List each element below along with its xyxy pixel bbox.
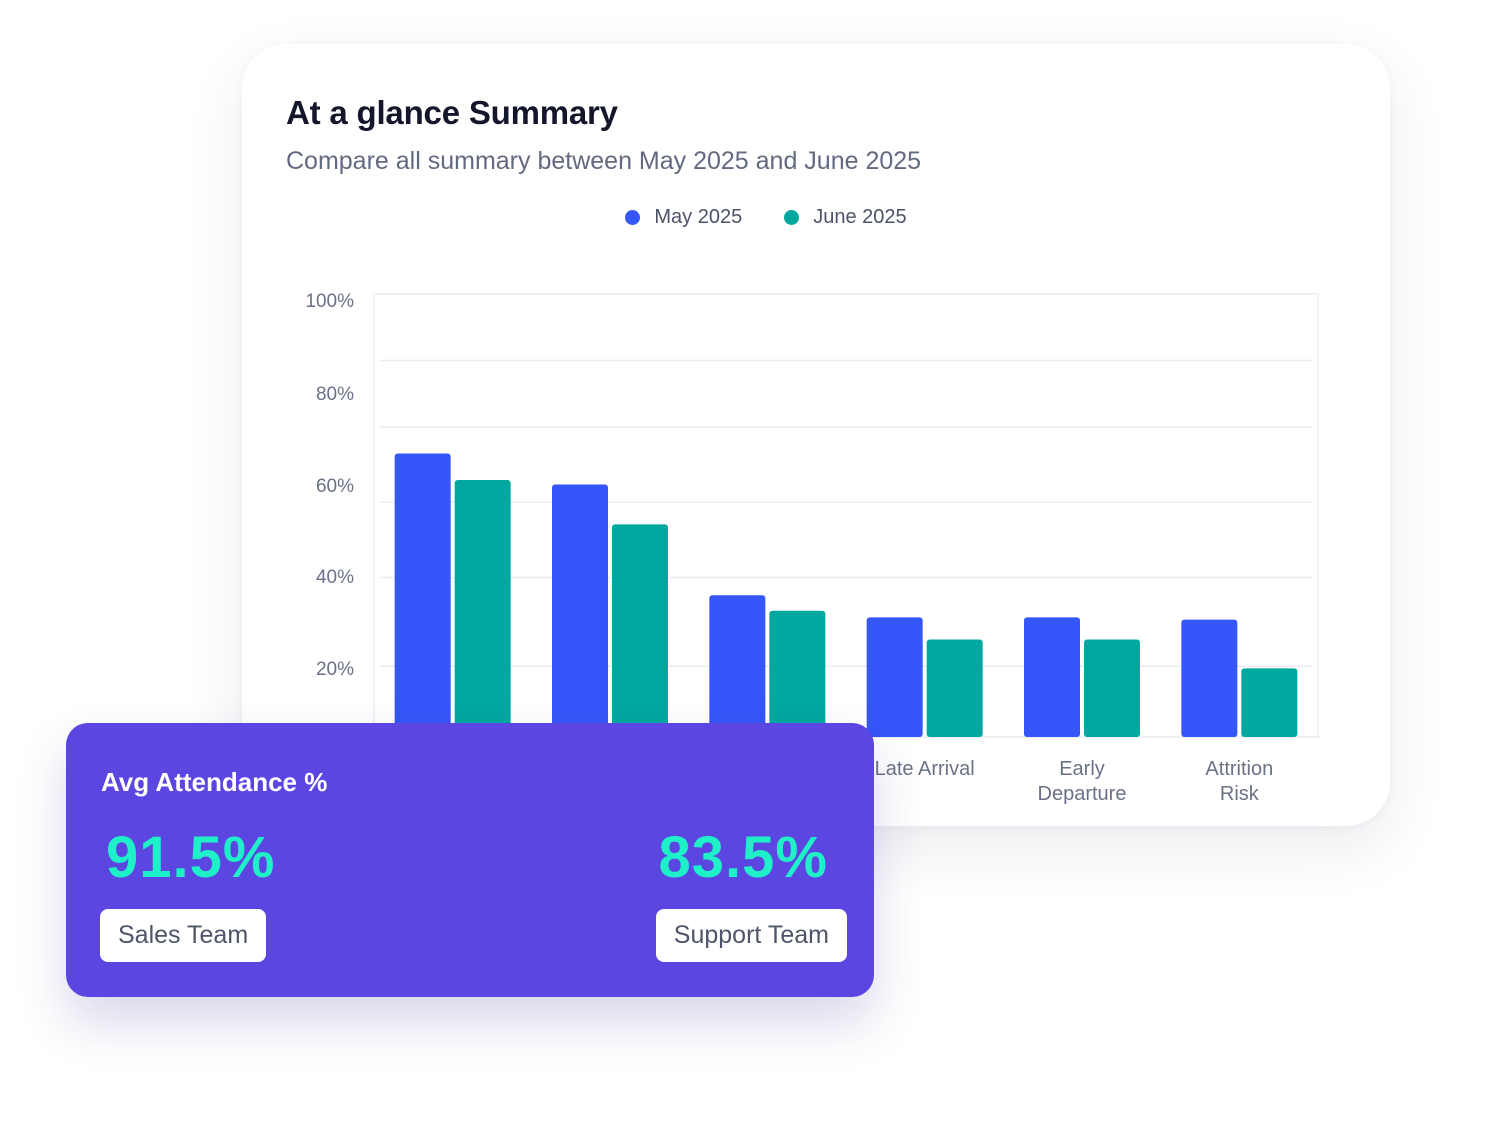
x-category-label: Risk — [1220, 783, 1260, 805]
y-tick-label: 40% — [316, 567, 354, 588]
bar-june-5 — [1241, 668, 1298, 737]
bar-june-3 — [926, 639, 983, 737]
sales-team-pill[interactable]: Sales Team — [100, 909, 267, 962]
bar-june-1 — [612, 524, 668, 737]
legend-item-may[interactable]: May 2025 — [625, 206, 742, 229]
x-category-label: Early — [1059, 758, 1105, 780]
bar-may-0 — [394, 453, 451, 737]
bar-may-5 — [1181, 619, 1238, 737]
legend-label-may: May 2025 — [654, 206, 743, 228]
support-attendance-value: 83.5% — [658, 825, 828, 890]
support-team-pill[interactable]: Support Team — [655, 909, 847, 962]
y-tick-label: 80% — [316, 384, 354, 405]
summary-card: At a glance Summary Compare all summary … — [242, 44, 1390, 826]
bar-chart: 100% 80% 60% 40% 20% Late Arrival Early Departu… — [305, 291, 1319, 805]
y-tick-label: 100% — [305, 291, 354, 312]
chart-legend: May 2025 June 2025 — [242, 206, 1390, 229]
summary-subtitle: Compare all summary between May 2025 and… — [286, 147, 922, 175]
legend-dot-june — [784, 210, 800, 225]
bar-june-0 — [454, 480, 511, 737]
bar-may-1 — [552, 484, 608, 737]
bar-may-4 — [1024, 617, 1080, 737]
x-category-label: Attrition — [1205, 758, 1273, 780]
x-category-label: Departure — [1038, 783, 1127, 805]
bar-may-2 — [709, 595, 766, 737]
bar-june-2 — [769, 610, 826, 737]
bar-may-3 — [866, 617, 923, 737]
x-category-label: Late Arrival — [875, 758, 975, 780]
y-tick-label: 60% — [316, 476, 354, 497]
bar-june-4 — [1084, 639, 1140, 737]
avg-attendance-card: Avg Attendance % 91.5% 83.5% Sales Team … — [66, 723, 874, 997]
y-tick-label: 20% — [316, 659, 354, 680]
legend-item-june[interactable]: June 2025 — [784, 206, 907, 229]
sales-attendance-value: 91.5% — [106, 825, 276, 890]
legend-label-june: June 2025 — [813, 206, 907, 228]
legend-dot-may — [625, 210, 641, 225]
summary-title: At a glance Summary — [286, 94, 618, 131]
attendance-title: Avg Attendance % — [101, 767, 328, 797]
